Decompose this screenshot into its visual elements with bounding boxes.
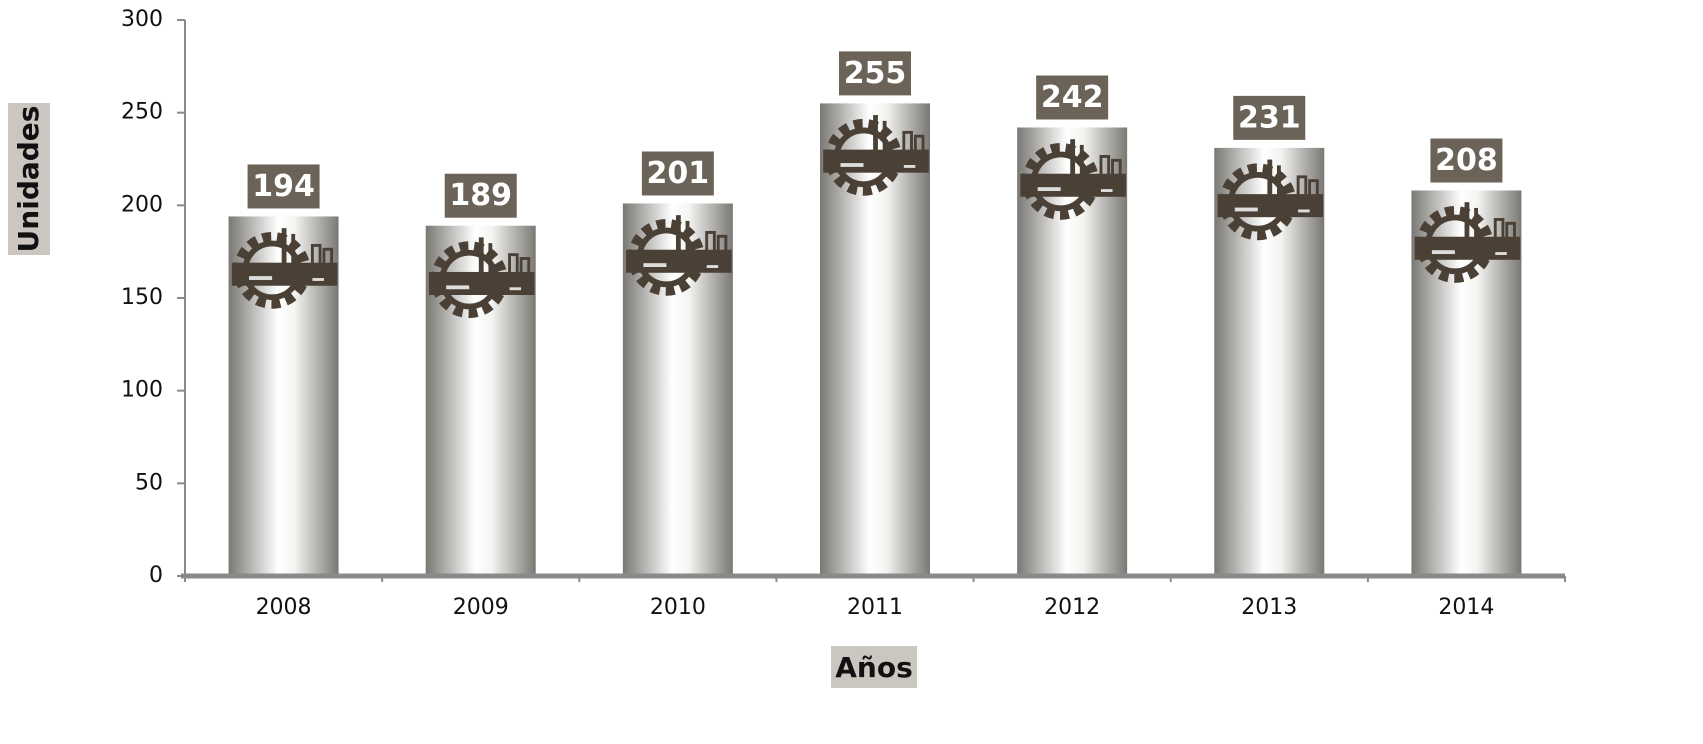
x-tick-label: 2012: [1044, 595, 1100, 620]
axis-title-bg: [831, 646, 917, 688]
value-label: 255: [844, 56, 907, 91]
value-label: 242: [1041, 80, 1104, 115]
value-label: 201: [647, 156, 710, 191]
x-tick-label: 2011: [847, 595, 903, 620]
value-label-bg: [1430, 138, 1503, 183]
x-tick-label: 2008: [256, 595, 312, 620]
y-tick-label: 250: [121, 100, 163, 125]
bar: [820, 103, 930, 577]
value-label: 189: [449, 178, 512, 213]
y-tick-label: 100: [121, 378, 163, 403]
value-label-bg: [444, 173, 517, 218]
x-tick-label: 2010: [650, 595, 706, 620]
y-tick-label: 200: [121, 192, 163, 217]
value-label-bg: [247, 164, 320, 209]
y-axis-title: Unidades: [12, 106, 45, 253]
x-tick-label: 2013: [1241, 595, 1297, 620]
x-tick-label: 2009: [453, 595, 509, 620]
y-tick-label: 300: [121, 7, 163, 32]
bar: [1214, 147, 1325, 576]
value-label-bg: [839, 51, 911, 96]
y-axis-title-box: Unidades: [8, 103, 50, 255]
value-label-bg: [1233, 95, 1306, 140]
axis-title-bg: [8, 103, 50, 255]
value-label: 194: [252, 169, 315, 204]
x-axis-title: Años: [835, 651, 913, 684]
value-label-bg: [1036, 75, 1109, 120]
y-tick-label: 50: [135, 470, 163, 495]
value-label: 208: [1435, 143, 1498, 178]
value-label: 231: [1238, 100, 1301, 135]
x-tick-label: 2014: [1438, 595, 1494, 620]
y-tick-label: 0: [149, 563, 163, 588]
y-tick-label: 150: [121, 285, 163, 310]
value-label-bg: [641, 151, 714, 196]
